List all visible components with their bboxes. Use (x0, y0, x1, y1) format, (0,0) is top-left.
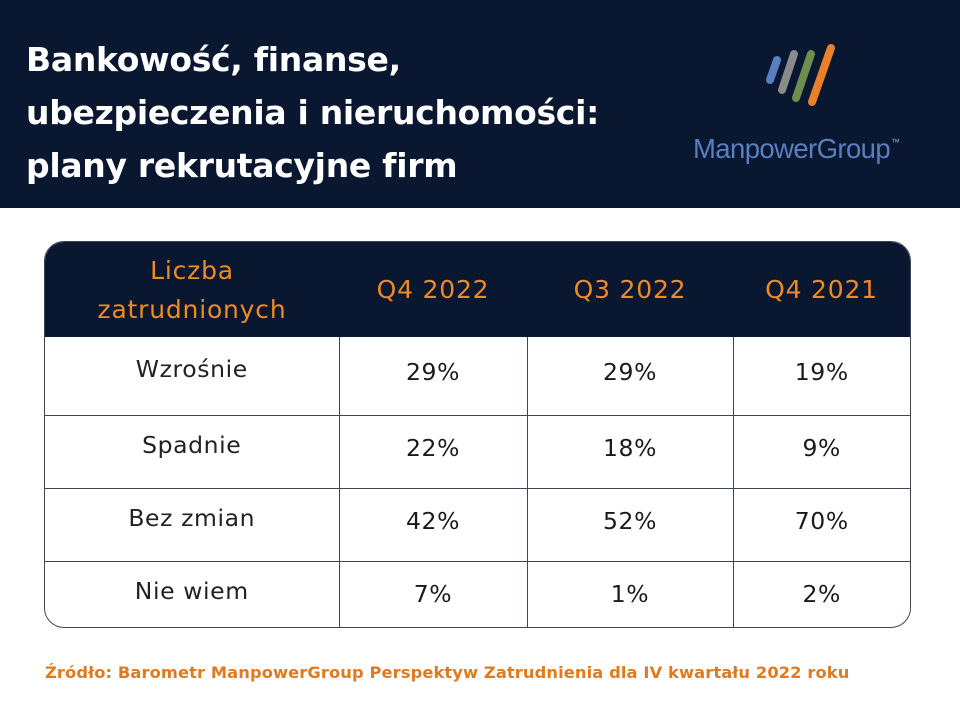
cell-value: 1% (610, 579, 650, 608)
cell-value: 42% (405, 506, 461, 535)
table-cell: 2% (732, 560, 910, 627)
cell-value: 19% (794, 357, 849, 386)
cell-value: 9% (802, 433, 841, 462)
header-line-2: zatrudnionych (97, 294, 287, 324)
logo-trademark: ™ (891, 137, 900, 147)
row-label: Wzrośnie (45, 337, 339, 415)
header-line-1: Liczba (150, 255, 234, 285)
table-cell: 7% (338, 560, 527, 627)
logo-wordmark: ManpowerGroup™ (693, 133, 900, 165)
table-cell: 19% (732, 337, 910, 415)
header-q4-2021: Q4 2021 (765, 275, 878, 304)
header-employment-count: Liczba zatrudnionych (45, 242, 339, 337)
cell-value: 29% (602, 357, 658, 386)
header-q4-2022: Q4 2022 (376, 275, 490, 304)
header-q3-2022: Q3 2022 (573, 275, 687, 304)
manpowergroup-logo: ManpowerGroup™ (690, 40, 930, 170)
table-cell: 52% (526, 487, 733, 561)
table-row: Wzrośnie 29% 29% 19% (45, 337, 910, 415)
table-row: Nie wiem 7% 1% 2% (45, 560, 910, 627)
table-cell: 22% (338, 414, 527, 488)
title-line-3: plany rekrutacyjne firm (26, 146, 458, 185)
table-header-row: Liczba zatrudnionych Q4 2022 Q3 2022 Q4 … (45, 242, 910, 337)
cell-value: 2% (802, 579, 841, 608)
cell-value: 70% (794, 506, 849, 535)
row-label-text: Wzrośnie (135, 354, 248, 383)
row-label-text: Nie wiem (134, 576, 249, 605)
table-cell: 42% (338, 487, 527, 561)
row-label: Bez zmian (45, 487, 339, 561)
row-label-text: Bez zmian (128, 503, 256, 532)
table-cell: 29% (526, 337, 733, 415)
cell-value: 29% (405, 357, 461, 386)
table-row: Bez zmian 42% 52% 70% (45, 487, 910, 561)
header-banner: Bankowość, finanse, ubezpieczenia i nier… (0, 0, 960, 208)
cell-value: 7% (413, 579, 453, 608)
row-label: Nie wiem (45, 560, 339, 627)
source-note: Źródło: Barometr ManpowerGroup Perspekty… (45, 663, 850, 682)
cell-value: 52% (602, 506, 658, 535)
row-label-text: Spadnie (142, 430, 242, 459)
table-row: Spadnie 22% 18% 9% (45, 414, 910, 488)
table-cell: 29% (338, 337, 527, 415)
logo-stripes-icon (766, 44, 835, 106)
cell-value: 18% (602, 433, 658, 462)
hiring-plans-table: Liczba zatrudnionych Q4 2022 Q3 2022 Q4 … (44, 241, 911, 628)
title-line-1: Bankowość, finanse, (26, 40, 401, 79)
table-cell: 18% (526, 414, 733, 488)
table-cell: 70% (732, 487, 910, 561)
table-cell: 1% (526, 560, 733, 627)
title-line-2: ubezpieczenia i nieruchomości: (26, 93, 599, 132)
page-title: Bankowość, finanse, ubezpieczenia i nier… (26, 33, 666, 192)
logo-text-manpower: Manpower (693, 133, 817, 164)
logo-text-group: Group (816, 133, 891, 164)
cell-value: 22% (405, 433, 461, 462)
row-label: Spadnie (45, 414, 339, 488)
table-cell: 9% (732, 414, 910, 488)
